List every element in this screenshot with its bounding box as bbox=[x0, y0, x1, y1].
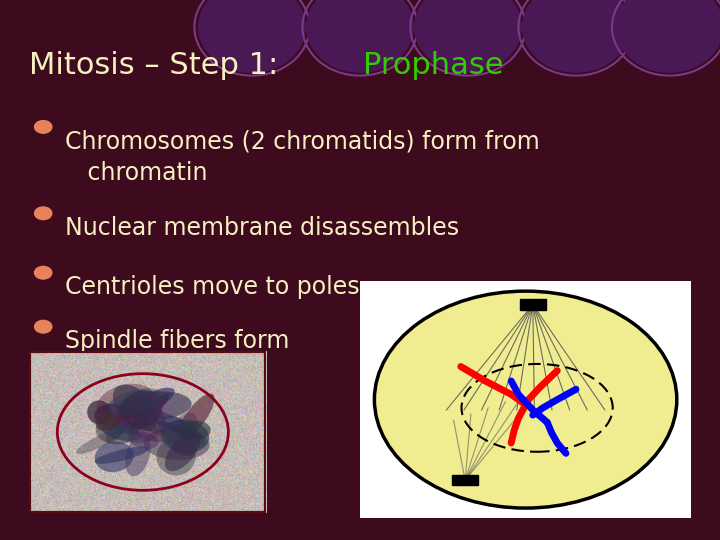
Ellipse shape bbox=[374, 291, 677, 508]
Ellipse shape bbox=[165, 433, 200, 471]
Ellipse shape bbox=[106, 411, 132, 443]
Ellipse shape bbox=[132, 416, 194, 441]
Ellipse shape bbox=[124, 388, 175, 418]
Ellipse shape bbox=[176, 413, 197, 436]
Ellipse shape bbox=[113, 419, 139, 435]
Circle shape bbox=[34, 120, 53, 134]
Text: Centrioles move to poles: Centrioles move to poles bbox=[65, 275, 359, 299]
Ellipse shape bbox=[161, 420, 210, 453]
Ellipse shape bbox=[125, 433, 150, 476]
Ellipse shape bbox=[306, 0, 414, 73]
Text: Nuclear membrane disassembles: Nuclear membrane disassembles bbox=[65, 216, 459, 240]
Ellipse shape bbox=[113, 384, 158, 431]
Bar bbox=[520, 299, 546, 310]
Ellipse shape bbox=[522, 0, 630, 73]
Ellipse shape bbox=[107, 388, 163, 417]
Ellipse shape bbox=[135, 429, 191, 443]
Ellipse shape bbox=[198, 0, 306, 73]
Ellipse shape bbox=[98, 413, 158, 443]
Ellipse shape bbox=[76, 428, 125, 454]
Ellipse shape bbox=[94, 404, 128, 426]
Ellipse shape bbox=[129, 393, 169, 433]
Ellipse shape bbox=[616, 0, 720, 73]
Ellipse shape bbox=[102, 422, 141, 441]
Text: Mitosis – Step 1:: Mitosis – Step 1: bbox=[29, 51, 288, 80]
Ellipse shape bbox=[139, 390, 166, 433]
Ellipse shape bbox=[178, 421, 211, 441]
Ellipse shape bbox=[158, 416, 185, 434]
Ellipse shape bbox=[166, 433, 205, 449]
Ellipse shape bbox=[172, 440, 197, 456]
Ellipse shape bbox=[94, 447, 148, 464]
Circle shape bbox=[34, 266, 53, 280]
Circle shape bbox=[34, 206, 53, 220]
Ellipse shape bbox=[414, 0, 522, 73]
Text: Spindle fibers form: Spindle fibers form bbox=[65, 329, 289, 353]
Circle shape bbox=[34, 320, 53, 334]
Ellipse shape bbox=[156, 438, 196, 476]
Ellipse shape bbox=[128, 431, 158, 449]
Ellipse shape bbox=[94, 403, 117, 424]
Ellipse shape bbox=[96, 415, 138, 444]
Ellipse shape bbox=[141, 408, 202, 438]
Text: Prophase: Prophase bbox=[363, 51, 503, 80]
Text: Chromosomes (2 chromatids) form from
   chromatin: Chromosomes (2 chromatids) form from chr… bbox=[65, 130, 539, 185]
Bar bbox=[452, 475, 478, 485]
Ellipse shape bbox=[122, 392, 192, 420]
Ellipse shape bbox=[96, 384, 154, 420]
Ellipse shape bbox=[177, 394, 215, 441]
Ellipse shape bbox=[96, 414, 119, 431]
Ellipse shape bbox=[117, 390, 163, 430]
Ellipse shape bbox=[144, 428, 210, 460]
Ellipse shape bbox=[87, 400, 112, 424]
Ellipse shape bbox=[95, 441, 134, 472]
